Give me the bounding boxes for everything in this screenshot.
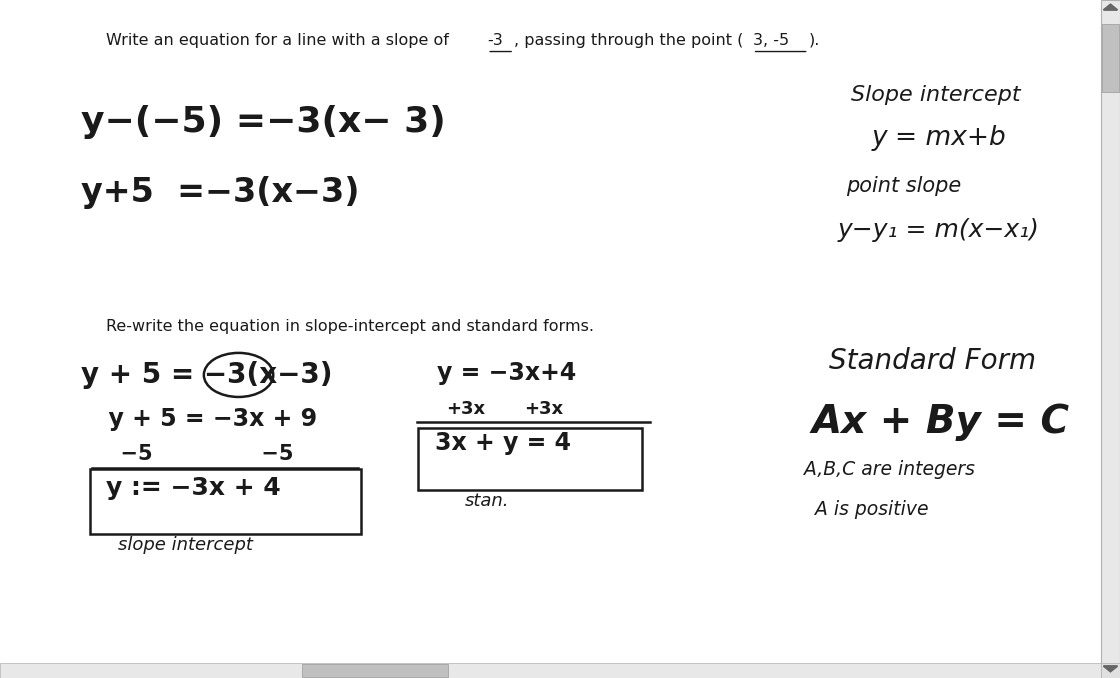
Text: −5               −5: −5 −5 <box>106 444 293 464</box>
Bar <box>302 664 448 677</box>
Text: Re-write the equation in slope-intercept and standard forms.: Re-write the equation in slope-intercept… <box>106 319 595 334</box>
Bar <box>1102 24 1119 92</box>
Text: y := −3x + 4: y := −3x + 4 <box>106 476 281 500</box>
Text: point slope: point slope <box>846 176 961 196</box>
Text: 3x + y = 4: 3x + y = 4 <box>435 431 570 454</box>
Text: y + 5 = −3x + 9: y + 5 = −3x + 9 <box>92 407 317 431</box>
Text: A,B,C are integers: A,B,C are integers <box>804 460 976 479</box>
Text: +3x: +3x <box>524 400 563 418</box>
Text: Slope intercept: Slope intercept <box>851 85 1020 104</box>
Bar <box>1101 663 1120 678</box>
Text: , passing through the point (: , passing through the point ( <box>514 33 744 47</box>
Text: stan.: stan. <box>465 492 510 510</box>
Text: y + 5 = −3(x−3): y + 5 = −3(x−3) <box>81 361 333 388</box>
Bar <box>0 663 1101 678</box>
Text: slope intercept: slope intercept <box>118 536 252 554</box>
Text: y = mx+b: y = mx+b <box>871 125 1006 151</box>
Text: Standard Form: Standard Form <box>829 347 1036 375</box>
Text: y−(−5) =−3(x− 3): y−(−5) =−3(x− 3) <box>81 105 446 139</box>
FancyArrow shape <box>1103 666 1118 672</box>
Text: y = −3x+4: y = −3x+4 <box>437 361 576 384</box>
Text: -3: -3 <box>487 33 503 47</box>
Text: y−y₁ = m(x−x₁): y−y₁ = m(x−x₁) <box>838 218 1039 242</box>
Text: A is positive: A is positive <box>815 500 928 519</box>
Text: ).: ). <box>809 33 820 47</box>
Text: Write an equation for a line with a slope of: Write an equation for a line with a slop… <box>106 33 455 47</box>
Text: Ax + By = C: Ax + By = C <box>812 403 1070 441</box>
Bar <box>1101 0 1120 678</box>
FancyArrow shape <box>1103 4 1118 10</box>
Text: +3x: +3x <box>446 400 485 418</box>
Text: 3, -5: 3, -5 <box>753 33 788 47</box>
Text: y+5  =−3(x−3): y+5 =−3(x−3) <box>81 176 360 210</box>
